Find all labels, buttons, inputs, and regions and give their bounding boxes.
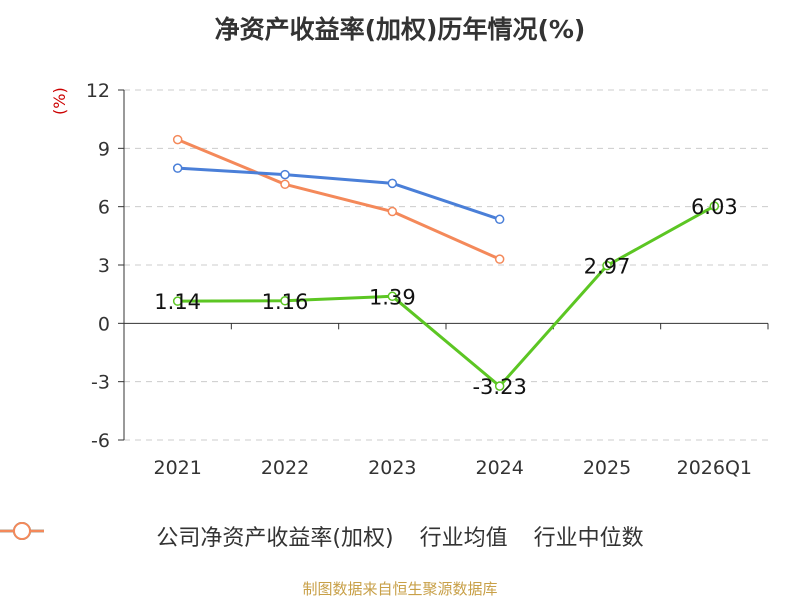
y-tick-label: 0 [98,313,110,335]
data-label: 1.14 [154,290,201,314]
y-tick-label: 12 [86,80,110,102]
legend-label: 行业均值 [419,526,508,551]
data-label: 6.03 [691,195,738,219]
data-label: -3.23 [472,375,526,399]
data-point [494,254,505,264]
data-point [387,291,398,302]
y-tick-label: -3 [91,372,110,394]
series-line-2 [177,138,501,261]
data-point [172,296,183,306]
chart-title: 净资产收益率(加权)历年情况(%) [214,15,586,44]
data-point [387,206,398,217]
y-tick-label: 9 [98,138,110,160]
x-tick-label: 2022 [261,457,309,479]
legend-label: 行业中位数 [533,526,644,551]
legend: 公司净资产收益率(加权) 行业均值 行业中位数 [0,520,800,552]
legend-item: 行业中位数 [0,520,644,552]
line-chart: -6 -3 0 3 6 9 12 2021 2022 2023 2024 2025 2026Q1 1.14… [86,80,769,479]
series-line-0 [177,204,716,388]
y-tick-label: -6 [91,430,110,452]
series-line-1 [177,166,501,221]
data-point [602,260,612,271]
data-point [280,179,290,190]
data-point [494,381,505,391]
data-label: 2.97 [584,255,631,279]
data-point [280,296,290,306]
data-label: 1.16 [262,290,309,314]
legend-label: 公司净资产收益率(加权) [156,526,394,551]
data-label: 1.39 [369,285,416,309]
y-tick-label: 3 [98,255,110,277]
data-point [494,214,505,225]
x-tick-label: 2023 [368,457,416,479]
data-point [280,169,290,180]
data-point [709,201,720,211]
data-source-note: 制图数据来自恒生聚源数据库 [302,580,498,598]
x-tick-label: 2021 [153,457,201,479]
data-point [387,178,398,189]
y-tick-label: 6 [98,197,110,219]
legend-line-icon [0,522,44,540]
legend-item: 行业均值 [0,520,508,552]
data-point [172,163,183,173]
x-tick-label: 2024 [475,457,523,479]
x-tick-label: 2026Q1 [677,457,752,479]
data-point [172,134,183,145]
x-tick-label: 2025 [583,457,631,479]
legend-item: 公司净资产收益率(加权) [0,520,394,552]
